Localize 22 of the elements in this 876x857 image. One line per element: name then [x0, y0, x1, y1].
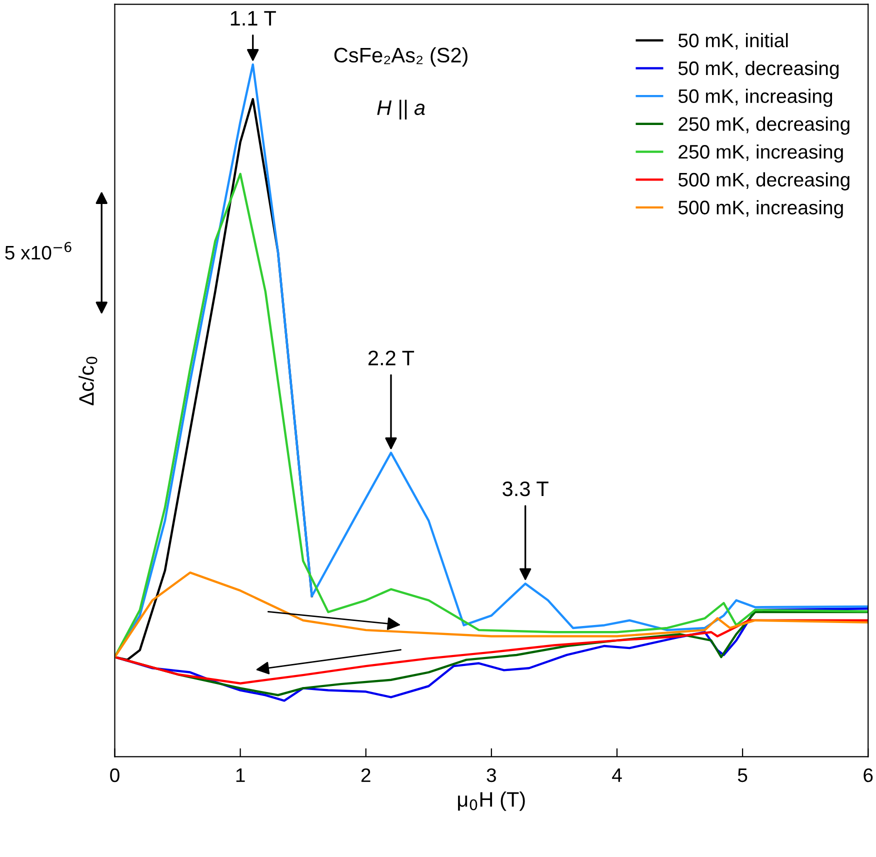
x-tick-label: 0: [110, 768, 120, 782]
annotation: CsFe₂As₂ (S2): [334, 47, 468, 67]
annotation: H || a: [377, 100, 425, 120]
legend-label: 50 mK, decreasing: [678, 60, 839, 80]
annotation: 2.2 T: [368, 350, 414, 366]
x-tick-label: 2: [361, 768, 370, 782]
x-tick-label: 6: [864, 768, 873, 782]
legend-label: 500 mK, decreasing: [678, 172, 850, 190]
x-tick-label: 3: [486, 768, 496, 782]
annotation: 1.1 T: [230, 11, 276, 26]
x-axis-title: μ$_{0}$H (T): [458, 792, 525, 811]
legend-label: 50 mK, increasing: [678, 88, 832, 107]
x-tick-label: 1: [236, 768, 245, 782]
legend-label: 500 mK, increasing: [678, 200, 843, 218]
x-tick-label: 4: [612, 768, 622, 782]
x-tick-label: 5: [738, 768, 748, 782]
annotation: 3.3 T: [502, 481, 548, 496]
legend-label: 250 mK, decreasing: [678, 116, 850, 135]
text: 5 x10$^{−6}$: [5, 242, 72, 260]
y-axis-title: Δc/c$_{0}$: [78, 356, 98, 406]
legend-label: 250 mK, increasing: [678, 144, 843, 163]
legend-label: 50 mK, initial: [678, 33, 788, 50]
